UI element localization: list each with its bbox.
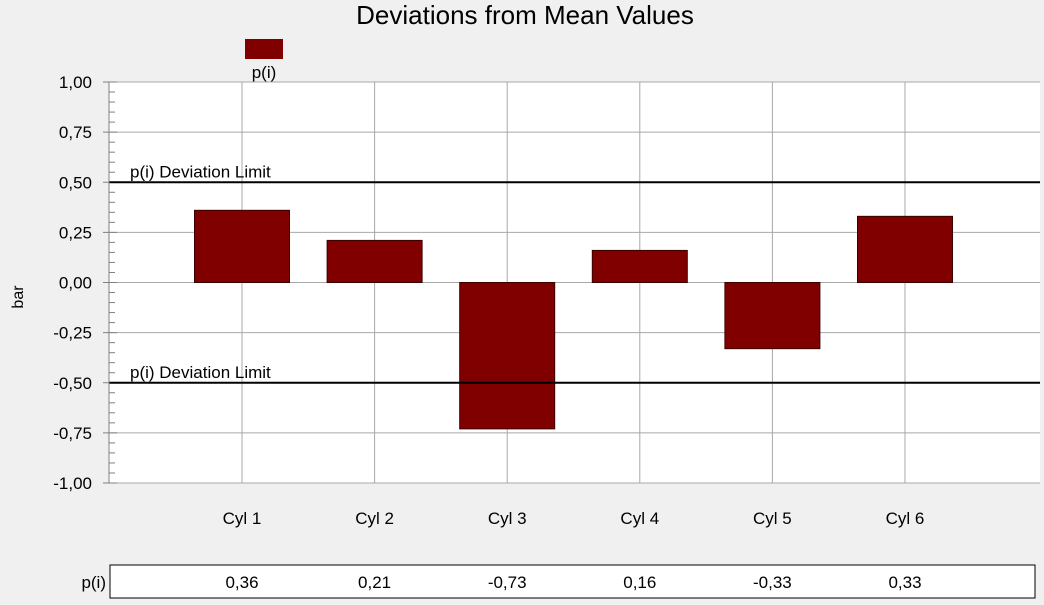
y-tick-label: 1,00 <box>59 73 92 92</box>
y-tick-label: 0,75 <box>59 123 92 142</box>
x-tick-label: Cyl 3 <box>488 509 527 528</box>
table-value: 0,33 <box>888 573 921 592</box>
table-value: 0,21 <box>358 573 391 592</box>
y-tick-label: 0,00 <box>59 274 92 293</box>
bar-cyl-1 <box>194 209 290 284</box>
x-tick-label: Cyl 6 <box>886 509 925 528</box>
table-value: -0,33 <box>753 573 792 592</box>
bar-cyl-2 <box>326 239 423 284</box>
y-axis-tick-labels: 1,00 0,75 0,50 0,25 0,00 -0,25 -0,50 -0,75 -1,00 <box>53 73 92 493</box>
y-tick-label: -0,50 <box>53 374 92 393</box>
legend: p(i) <box>245 39 283 82</box>
chart-title: Deviations from Mean Values <box>356 0 694 30</box>
x-axis-tick-labels: Cyl 1 Cyl 2 Cyl 3 Cyl 4 Cyl 5 Cyl 6 <box>223 509 925 528</box>
bar-cyl-5 <box>724 282 821 350</box>
deviation-limit-label: p(i) Deviation Limit <box>130 162 271 181</box>
legend-label: p(i) <box>252 63 277 82</box>
bar-cyl-3 <box>459 282 556 430</box>
x-tick-label: Cyl 2 <box>355 509 394 528</box>
value-table-cells: 0,36 0,21 -0,73 0,16 -0,33 0,33 <box>225 573 921 592</box>
legend-swatch <box>245 39 283 59</box>
deviation-limit-label: p(i) Deviation Limit <box>130 363 271 382</box>
x-tick-label: Cyl 4 <box>620 509 659 528</box>
y-tick-label: -0,25 <box>53 324 92 343</box>
y-tick-label: -1,00 <box>53 474 92 493</box>
value-table <box>109 564 1036 599</box>
table-value: 0,36 <box>225 573 258 592</box>
y-tick-label: 0,25 <box>59 223 92 242</box>
y-tick-label: -0,75 <box>53 424 92 443</box>
table-value: -0,73 <box>488 573 527 592</box>
table-row-label: p(i) <box>81 573 106 592</box>
y-axis-title: bar <box>10 285 27 309</box>
bar-cyl-6 <box>857 215 953 284</box>
y-tick-label: 0,50 <box>59 173 92 192</box>
bar-cyl-4 <box>591 249 688 283</box>
minor-ticks <box>103 81 117 484</box>
x-tick-label: Cyl 5 <box>753 509 792 528</box>
x-tick-label: Cyl 1 <box>223 509 262 528</box>
deviation-limits: p(i) Deviation Limit p(i) Deviation Limit <box>109 162 1040 384</box>
table-value: 0,16 <box>623 573 656 592</box>
bars <box>194 209 953 430</box>
